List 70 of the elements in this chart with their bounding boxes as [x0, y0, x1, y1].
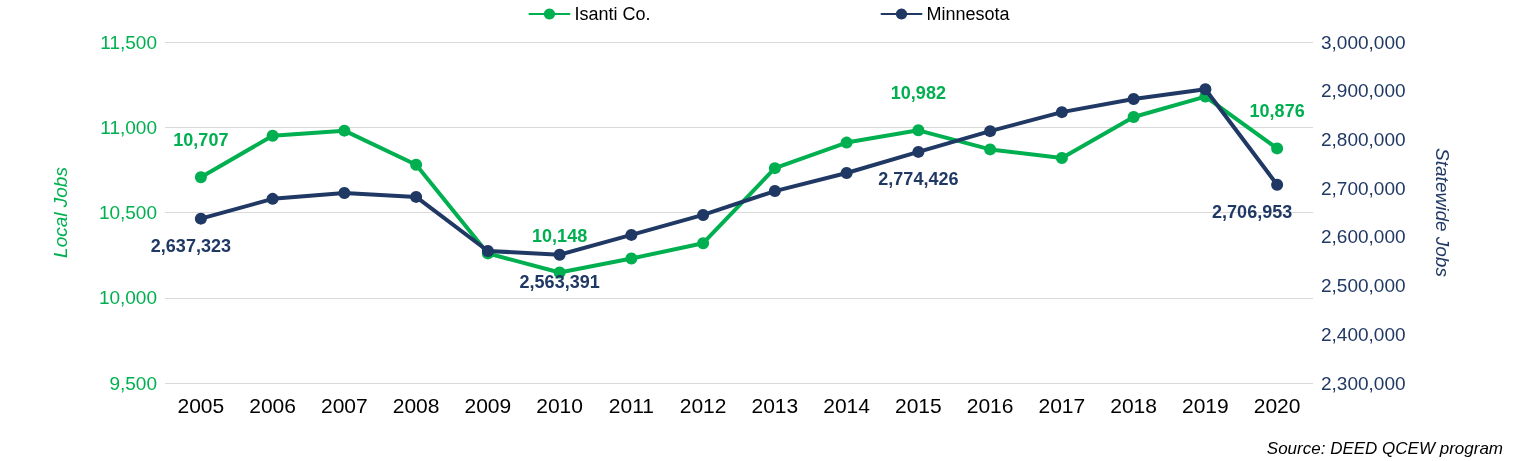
point: [1271, 178, 1284, 191]
point: [1127, 111, 1140, 124]
x-tick-label: 2005: [177, 394, 225, 417]
point: [1199, 83, 1212, 96]
data-label: 10,148: [532, 225, 588, 246]
legend-label: Isanti Co.: [574, 4, 651, 24]
y-tick-label: 9,500: [109, 372, 157, 394]
data-label: 10,982: [890, 83, 946, 104]
x-tick-label: 2013: [751, 394, 799, 417]
legend-label: Minnesota: [926, 4, 1011, 24]
point: [768, 185, 781, 198]
y2-tick-label: 2,800,000: [1321, 128, 1406, 150]
point: [194, 212, 207, 225]
y2-tick-label: 2,900,000: [1321, 80, 1406, 102]
point: [840, 167, 853, 180]
point: [984, 143, 997, 156]
point: [266, 129, 279, 142]
point: [1127, 93, 1140, 105]
point: [912, 145, 925, 158]
point: [338, 187, 351, 200]
point: [625, 252, 638, 265]
x-tick-label: 2019: [1182, 394, 1229, 417]
point: [410, 190, 423, 203]
x-tick-label: 2020: [1253, 394, 1301, 417]
point: [266, 192, 279, 205]
point: [1055, 151, 1068, 164]
x-tick-label: 2011: [608, 394, 654, 417]
x-tick-label: 2008: [392, 394, 440, 417]
data-label: 2,563,391: [519, 271, 600, 292]
y2-tick-label: 2,600,000: [1321, 226, 1406, 248]
point: [553, 248, 566, 261]
x-tick-label: 2012: [679, 394, 727, 417]
y-tick-label: 11,000: [100, 116, 157, 138]
point: [1271, 142, 1284, 155]
data-label: 2,637,323: [150, 235, 231, 256]
y2-tick-label: 2,700,000: [1321, 177, 1406, 199]
data-label: 10,876: [1249, 101, 1305, 122]
x-tick-label: 2016: [966, 394, 1014, 417]
x-tick-label: 2009: [464, 394, 512, 417]
x-tick-label: 2017: [1038, 394, 1086, 417]
point: [697, 237, 710, 250]
point: [410, 158, 423, 171]
point: [697, 208, 710, 221]
x-tick-label: 2010: [536, 394, 583, 417]
point: [984, 125, 997, 138]
point: [768, 162, 781, 175]
x-tick-label: 2015: [895, 394, 942, 417]
data-label: 2,774,426: [878, 168, 959, 189]
y2-tick-label: 2,300,000: [1321, 372, 1406, 394]
point: [912, 124, 925, 137]
data-label: 10,707: [173, 130, 229, 151]
x-tick-label: 2006: [249, 394, 296, 417]
x-tick-label: 2007: [321, 394, 368, 417]
y-axis-title: Local Jobs: [50, 166, 71, 258]
y-tick-label: 11,500: [100, 31, 157, 53]
x-tick-label: 2014: [823, 394, 871, 417]
source-note: Source: DEED QCEW program: [1266, 439, 1504, 458]
point: [194, 171, 207, 184]
y2-axis-title: Statewide Jobs: [1432, 148, 1453, 278]
x-tick-label: 2018: [1110, 394, 1157, 417]
point: [338, 124, 351, 137]
y2-tick-label: 2,400,000: [1321, 323, 1406, 345]
point: [1055, 106, 1068, 119]
point: [625, 228, 638, 241]
y-tick-label: 10,000: [98, 287, 157, 309]
data-label: 2,706,953: [1212, 201, 1293, 222]
y2-tick-label: 2,500,000: [1321, 275, 1406, 297]
point: [840, 136, 853, 149]
y2-tick-label: 3,000,000: [1321, 31, 1406, 53]
y-tick-label: 10,500: [98, 202, 157, 223]
